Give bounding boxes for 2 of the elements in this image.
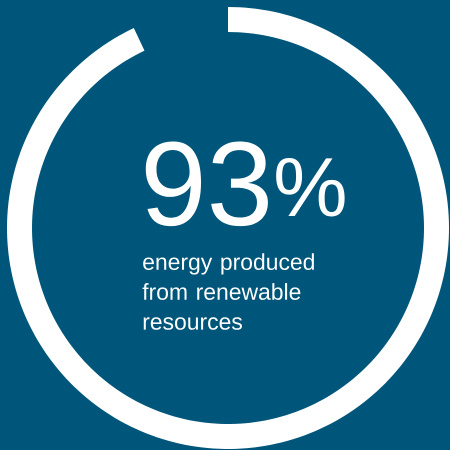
text: 93$^{%}$ — [146, 142, 345, 226]
text: energy produced from renewable resources — [142, 253, 314, 330]
